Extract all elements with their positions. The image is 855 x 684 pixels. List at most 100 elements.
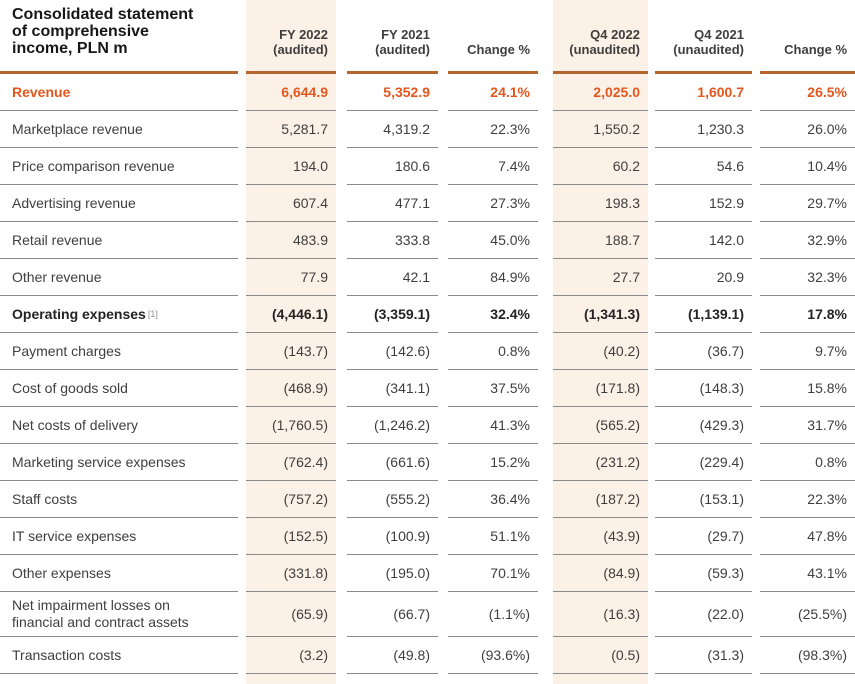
col-header-label: Change % — [467, 42, 530, 57]
value-cell: 9.7% — [760, 333, 855, 370]
value-cell: 4,319.2 — [347, 111, 438, 148]
value-cell: 27.3% — [448, 185, 538, 222]
row-label-text: Net costs of delivery — [12, 416, 139, 433]
row-label: Net costs of delivery — [0, 407, 238, 444]
row-label: Other expenses — [0, 555, 238, 592]
value-cell: 27.7 — [553, 259, 648, 296]
value-cell: 32.9% — [760, 222, 855, 259]
value-cell: 188.7 — [553, 222, 648, 259]
table-row-other-expenses: Other expenses (331.8) (195.0) 70.1% (84.9)(… — [0, 555, 855, 592]
col-header-change-: Change % — [760, 0, 855, 74]
value-cell: (195.0) — [347, 555, 438, 592]
row-label-text: Staff costs — [12, 490, 78, 507]
row-label-text: Other expenses — [12, 564, 111, 581]
value-cell: 47.8% — [760, 518, 855, 555]
value-cell: (429.3) — [655, 407, 752, 444]
value-cell: 2,025.0 — [553, 74, 648, 111]
row-label-text: Marketing service expenses — [12, 453, 186, 470]
row-label: Transaction costs — [0, 637, 238, 674]
value-cell: (29.7) — [655, 518, 752, 555]
value-cell: (231.2) — [553, 444, 648, 481]
row-label: Other revenue — [0, 259, 238, 296]
value-cell: 198.3 — [553, 185, 648, 222]
col-header-label: FY 2022 — [279, 27, 328, 42]
value-cell: (171.8) — [553, 370, 648, 407]
value-cell: 24.1% — [448, 74, 538, 111]
value-cell: 142.0 — [655, 222, 752, 259]
value-cell: (22.0) — [655, 592, 752, 637]
value-cell: 77.9 — [246, 259, 336, 296]
value-cell: 152.9 — [655, 185, 752, 222]
table-row-it-service-expenses: IT service expenses (152.5) (100.9) 51.1% (4… — [0, 518, 855, 555]
col-header-label: FY 2021 — [381, 27, 430, 42]
row-label-text: Cost of goods sold — [12, 379, 128, 396]
row-label-text: Price comparison revenue — [12, 157, 175, 174]
value-cell: 7.4% — [448, 148, 538, 185]
table-title-line-3: income, PLN m — [12, 40, 128, 57]
col-header-q4-2021: Q4 2021 (unaudited) — [655, 0, 752, 74]
value-cell: 15.2% — [448, 444, 538, 481]
col-header-fy-2022: FY 2022 (audited) — [246, 0, 336, 74]
value-cell: 22.3% — [760, 481, 855, 518]
table-row-marketing-service-expenses: Marketing service expenses (762.4) (661.6)… — [0, 444, 855, 481]
value-cell: (468.9) — [246, 370, 336, 407]
value-cell: (43.9) — [553, 518, 648, 555]
value-cell: (1,139.1) — [655, 296, 752, 333]
row-label: Retail revenue — [0, 222, 238, 259]
row-label-text: Other revenue — [12, 268, 102, 285]
value-cell: (3,359.1) — [347, 296, 438, 333]
value-cell: (341.1) — [347, 370, 438, 407]
value-cell: (16.3) — [553, 592, 648, 637]
value-cell: 54.6 — [655, 148, 752, 185]
value-cell: 41.3% — [448, 407, 538, 444]
header-row: Consolidated statement of comprehensive … — [0, 0, 855, 74]
value-cell: (1,760.5) — [246, 407, 336, 444]
table-row-net-costs-of-delivery: Net costs of delivery (1,760.5) (1,246.2) 4… — [0, 407, 855, 444]
value-cell: (229.4) — [655, 444, 752, 481]
row-label-text: Transaction costs — [12, 646, 122, 663]
row-label: Net impairment losses on financial and c… — [0, 592, 238, 637]
value-cell: (66.7) — [347, 592, 438, 637]
row-label: Cost of goods sold — [0, 370, 238, 407]
value-cell: (152.5) — [246, 518, 336, 555]
row-label: Marketing service expenses — [0, 444, 238, 481]
col-header-q4-2022: Q4 2022 (unaudited) — [553, 0, 648, 74]
table-row-cost-of-goods-sold: Cost of goods sold (468.9) (341.1) 37.5% (17… — [0, 370, 855, 407]
row-label: Advertising revenue — [0, 185, 238, 222]
table-title-line-2: of comprehensive — [12, 23, 149, 40]
col-header-label: Q4 2021 — [694, 27, 744, 42]
value-cell: 15.8% — [760, 370, 855, 407]
value-cell: (36.7) — [655, 333, 752, 370]
value-cell: 42.1 — [347, 259, 438, 296]
table-body: Revenue 6,644.9 5,352.9 24.1% 2,025.0 1,600.7… — [0, 74, 855, 684]
value-cell: 32.4% — [448, 296, 538, 333]
col-header-change-: Change % — [448, 0, 538, 74]
value-cell: (565.2) — [553, 407, 648, 444]
filler-cell — [347, 674, 438, 684]
value-cell: 37.5% — [448, 370, 538, 407]
value-cell: 180.6 — [347, 148, 438, 185]
table-row-retail-revenue: Retail revenue 483.9 333.8 45.0% 188.7 142.0 3… — [0, 222, 855, 259]
value-cell: (187.2) — [553, 481, 648, 518]
value-cell: (0.5) — [553, 637, 648, 674]
col-header-sublabel: (audited) — [273, 42, 328, 57]
value-cell: (65.9) — [246, 592, 336, 637]
row-label: IT service expenses — [0, 518, 238, 555]
value-cell: 194.0 — [246, 148, 336, 185]
row-label-text: Operating expenses — [12, 305, 146, 322]
row-label-text: IT service expenses — [12, 527, 137, 544]
value-cell: 1,230.3 — [655, 111, 752, 148]
value-cell: 607.4 — [246, 185, 336, 222]
value-cell: 31.7% — [760, 407, 855, 444]
value-cell: (3.2) — [246, 637, 336, 674]
table-row-advertising-revenue: Advertising revenue 607.4 477.1 27.3% 198.3 1… — [0, 185, 855, 222]
table-row-payment-charges: Payment charges (143.7) (142.6) 0.8% (40.2)(… — [0, 333, 855, 370]
value-cell: (661.6) — [347, 444, 438, 481]
value-cell: (762.4) — [246, 444, 336, 481]
col-header-sublabel: (unaudited) — [569, 42, 640, 57]
filler-cell — [0, 674, 238, 684]
row-label: Marketplace revenue — [0, 111, 238, 148]
value-cell: (98.3%) — [760, 637, 855, 674]
col-header-fy-2021: FY 2021 (audited) — [347, 0, 438, 74]
